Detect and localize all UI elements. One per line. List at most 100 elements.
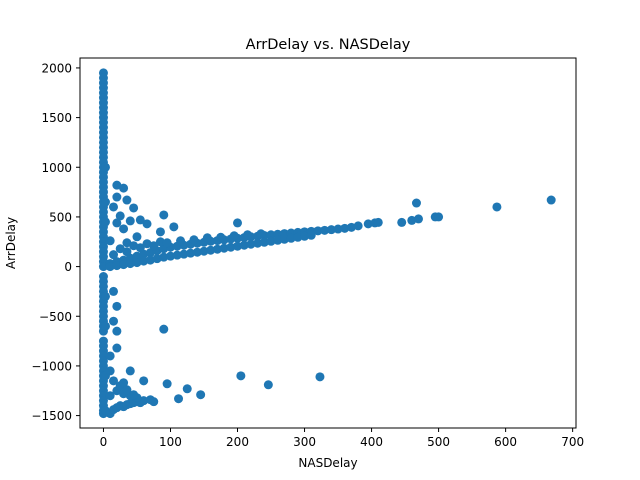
y-tick-label: −500 — [39, 310, 72, 324]
data-point — [105, 236, 115, 246]
data-point — [122, 195, 132, 205]
data-point — [326, 225, 336, 235]
data-point — [236, 371, 246, 381]
data-point — [266, 236, 276, 246]
data-point — [119, 183, 129, 193]
y-tick-label: 0 — [64, 260, 72, 274]
data-point — [125, 259, 135, 269]
data-point — [109, 286, 119, 296]
data-point — [100, 321, 110, 331]
data-point — [109, 316, 119, 326]
data-point — [119, 378, 129, 388]
data-point — [149, 397, 159, 407]
data-point — [100, 197, 110, 207]
data-point — [259, 237, 269, 247]
data-point — [239, 240, 249, 250]
data-point — [266, 230, 276, 240]
data-point — [112, 301, 122, 311]
data-point — [155, 237, 165, 247]
data-point — [411, 198, 421, 208]
data-point — [159, 252, 169, 262]
data-point — [122, 238, 132, 248]
y-axis-label: ArrDelay — [4, 217, 18, 269]
data-point — [226, 242, 236, 252]
y-tick-label: 1500 — [41, 111, 72, 125]
data-point — [159, 324, 169, 334]
data-point — [112, 326, 122, 336]
x-tick-label: 300 — [293, 435, 316, 449]
data-point — [172, 250, 182, 260]
y-tick-label: 2000 — [41, 61, 72, 75]
data-point — [313, 226, 323, 236]
data-point — [109, 376, 119, 386]
data-point — [192, 247, 202, 257]
y-tick-label: −1000 — [31, 359, 72, 373]
data-point — [162, 238, 172, 248]
data-point — [112, 192, 122, 202]
x-axis-label: NASDelay — [298, 456, 357, 470]
data-point — [105, 351, 115, 361]
data-point — [115, 244, 125, 254]
data-point — [206, 245, 216, 255]
data-point — [179, 249, 189, 259]
x-tick-label: 700 — [561, 435, 584, 449]
data-point — [202, 233, 212, 243]
y-tick-label: −1500 — [31, 409, 72, 423]
data-point — [125, 366, 135, 376]
data-point — [100, 217, 110, 227]
data-point — [109, 250, 119, 260]
data-point — [176, 236, 186, 246]
data-point — [186, 248, 196, 258]
y-tick-label: 500 — [49, 210, 72, 224]
data-point — [129, 390, 139, 400]
data-point — [105, 262, 115, 272]
data-point — [149, 241, 159, 251]
data-point — [286, 233, 296, 243]
x-tick-label: 200 — [226, 435, 249, 449]
data-point — [119, 224, 129, 234]
data-point — [100, 291, 110, 301]
data-point — [165, 251, 175, 261]
data-point — [353, 221, 363, 231]
data-point — [199, 246, 209, 256]
data-point — [373, 217, 383, 227]
data-point — [189, 235, 199, 245]
x-tick-label: 0 — [100, 435, 108, 449]
data-point — [407, 215, 417, 225]
data-point — [256, 229, 266, 239]
data-point — [119, 260, 129, 270]
data-point — [315, 372, 325, 382]
data-point — [109, 202, 119, 212]
x-tick-label: 100 — [159, 435, 182, 449]
data-point — [246, 239, 256, 249]
data-point — [233, 241, 243, 251]
data-point — [174, 394, 184, 404]
data-point — [293, 232, 303, 242]
data-point — [546, 195, 556, 205]
data-point — [253, 238, 263, 248]
data-point — [115, 211, 125, 221]
y-axis-ticks: −1500 −1000 −500 0 500 1000 1500 2000 — [31, 61, 80, 423]
data-point — [233, 218, 243, 228]
data-point — [279, 234, 289, 244]
data-point — [346, 222, 356, 232]
data-point — [397, 217, 407, 227]
data-point — [145, 255, 155, 265]
data-point — [169, 222, 179, 232]
data-point — [196, 390, 206, 400]
data-point — [263, 380, 273, 390]
chart-title: ArrDelay vs. NASDelay — [246, 37, 411, 53]
data-point — [112, 261, 122, 271]
data-point — [155, 227, 165, 237]
data-point — [434, 212, 444, 222]
data-point — [139, 376, 149, 386]
data-point — [112, 218, 122, 228]
data-point — [212, 244, 222, 254]
x-tick-label: 600 — [494, 435, 517, 449]
data-point — [182, 384, 192, 394]
y-tick-label: 1000 — [41, 161, 72, 175]
data-point — [216, 232, 226, 242]
data-point — [320, 225, 330, 235]
data-point — [300, 231, 310, 241]
